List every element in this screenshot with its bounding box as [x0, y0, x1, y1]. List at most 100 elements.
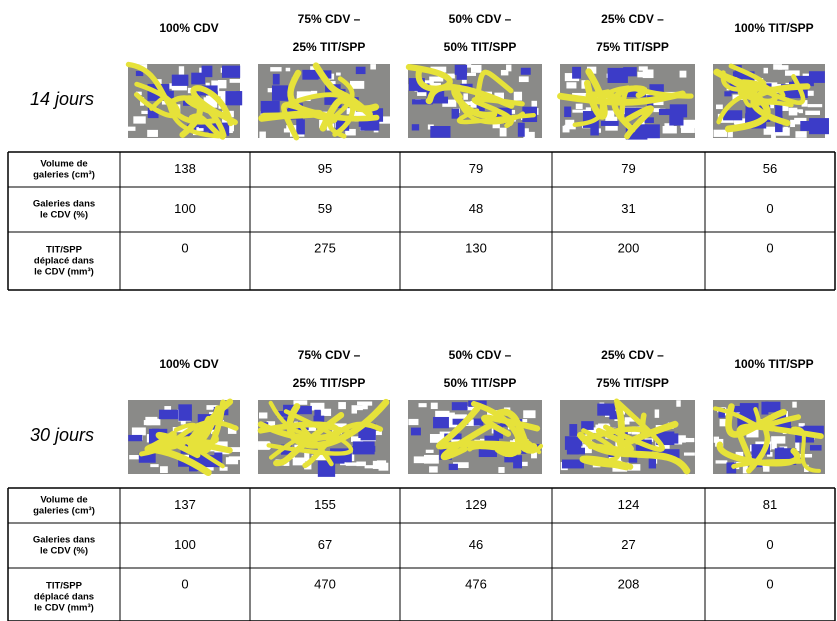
- white-gap: [180, 419, 186, 425]
- gallery: [750, 83, 811, 127]
- blue-region: [669, 113, 684, 126]
- cell-value: 31: [621, 201, 635, 216]
- white-gap: [789, 109, 803, 113]
- white-gap: [311, 454, 327, 461]
- rendering-image: [560, 398, 695, 475]
- white-gap: [595, 424, 611, 434]
- blue-region: [302, 69, 319, 80]
- blue-region: [581, 421, 594, 430]
- column-header: 75% TIT/SPP: [596, 376, 669, 390]
- blue-region: [572, 66, 582, 79]
- column-header: 100% TIT/SPP: [734, 357, 813, 371]
- blue-region: [729, 405, 744, 413]
- white-gap: [425, 449, 434, 453]
- blue-region: [574, 439, 583, 446]
- column-header: 50% CDV –: [449, 12, 512, 26]
- cell-value: 476: [465, 576, 487, 591]
- gallery: [618, 85, 694, 120]
- blue-region: [411, 124, 420, 131]
- white-gap: [430, 82, 441, 89]
- blue-region: [358, 431, 367, 439]
- white-gap: [445, 419, 458, 428]
- white-gap: [492, 121, 500, 129]
- cell-value: 129: [465, 497, 487, 512]
- period-label: 30 jours: [30, 425, 94, 445]
- gallery: [312, 62, 373, 118]
- blue-region: [426, 96, 449, 104]
- white-gap: [582, 444, 587, 449]
- white-gap: [422, 456, 432, 461]
- white-gap: [763, 126, 776, 135]
- gallery: [716, 441, 801, 467]
- blue-region: [152, 428, 160, 442]
- white-gap: [357, 401, 373, 406]
- blue-region: [313, 415, 325, 427]
- gallery: [725, 403, 787, 438]
- white-gap: [683, 437, 695, 443]
- white-gap: [310, 402, 325, 411]
- blue-region: [225, 91, 243, 106]
- white-gap: [733, 118, 748, 124]
- white-gap: [676, 400, 681, 407]
- white-gap: [146, 418, 161, 426]
- blue-region: [283, 404, 297, 411]
- rendering-image: [713, 63, 829, 139]
- white-gap: [205, 100, 218, 108]
- blue-region: [355, 66, 366, 75]
- white-gap: [513, 91, 523, 101]
- white-gap: [564, 73, 580, 82]
- white-gap: [195, 126, 206, 131]
- white-gap: [578, 446, 592, 454]
- white-gap: [418, 403, 427, 408]
- blue-region: [430, 126, 451, 138]
- blue-region: [751, 444, 771, 455]
- white-gap: [798, 423, 805, 429]
- blue-region: [166, 90, 174, 99]
- blue-region: [324, 93, 337, 105]
- white-gap: [575, 103, 583, 110]
- cell-value: 81: [763, 497, 777, 512]
- white-gap: [306, 426, 316, 431]
- column-header: 25% CDV –: [601, 12, 664, 26]
- white-gap: [715, 460, 728, 464]
- rendering-image: [257, 398, 390, 477]
- cell-value: 137: [174, 497, 196, 512]
- column-header: 75% CDV –: [298, 12, 361, 26]
- blue-region: [520, 67, 531, 75]
- gallery: [162, 422, 199, 451]
- blue-region: [158, 409, 179, 420]
- white-gap: [430, 66, 447, 73]
- blue-region: [260, 100, 280, 114]
- blue-region: [410, 427, 421, 436]
- gallery: [327, 76, 355, 139]
- white-gap: [371, 430, 382, 436]
- blue-region: [624, 90, 646, 98]
- gallery: [257, 421, 340, 442]
- blue-region: [623, 67, 637, 77]
- row-label: Volume de: [40, 159, 87, 170]
- blue-region: [451, 402, 468, 411]
- blue-region: [352, 441, 375, 455]
- white-gap: [259, 412, 268, 419]
- rendering-image: [258, 62, 392, 141]
- white-gap: [461, 78, 467, 86]
- white-gap: [784, 70, 800, 76]
- blue-region: [809, 445, 822, 451]
- white-gap: [373, 128, 379, 133]
- cell-value: 79: [469, 161, 483, 176]
- column-header: 100% CDV: [159, 357, 218, 371]
- blue-region: [517, 122, 525, 137]
- row-label: le CDV (%): [40, 210, 88, 221]
- cell-value: 0: [766, 240, 773, 255]
- white-gap: [601, 110, 615, 118]
- blue-region: [476, 104, 485, 112]
- cell-value: 0: [181, 576, 188, 591]
- white-gap: [351, 436, 364, 442]
- blue-region: [649, 84, 664, 95]
- gallery: [603, 398, 665, 452]
- white-gap: [664, 123, 674, 129]
- white-gap: [777, 65, 789, 70]
- white-gap: [228, 456, 241, 460]
- white-gap: [128, 126, 136, 131]
